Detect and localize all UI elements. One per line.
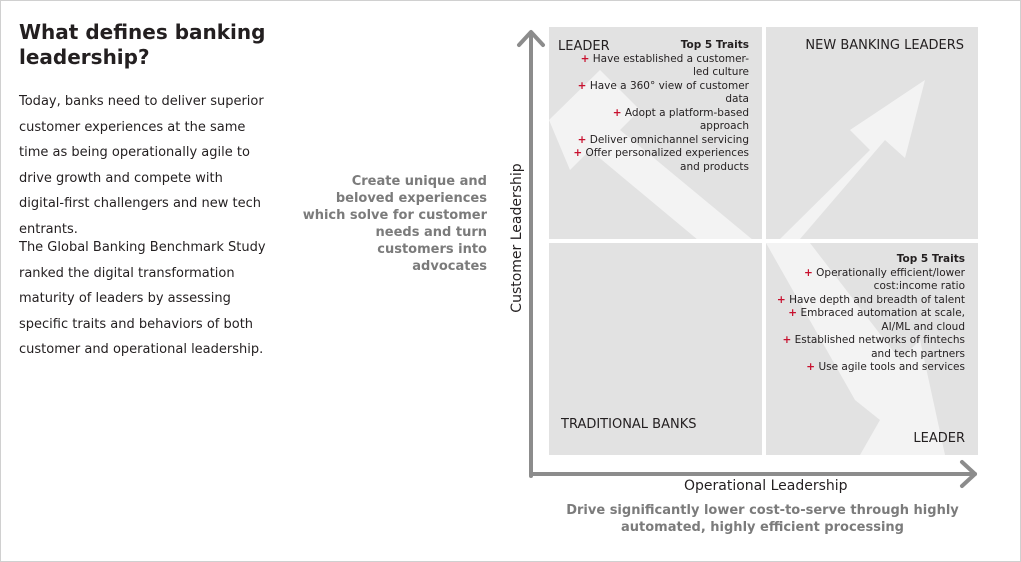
plus-icon: + — [782, 334, 792, 346]
axes — [517, 30, 977, 488]
intro-paragraph: Today, banks need to deliver superior cu… — [19, 94, 264, 237]
trait-item: + Established networks of fintechs and t… — [782, 334, 965, 360]
quadrant-bottom-left — [549, 243, 762, 455]
page-title: What defines banking leadership? — [19, 20, 266, 69]
plus-icon: + — [806, 361, 816, 373]
operational-leader-traits: Top 5 Traits + Operationally efficient/l… — [770, 253, 965, 375]
quadrant-label-new-banking-leaders: NEW BANKING LEADERS — [805, 38, 964, 53]
plus-icon: + — [577, 79, 587, 92]
study-paragraph: The Global Banking Benchmark Study ranke… — [19, 240, 266, 357]
plus-icon: + — [577, 133, 587, 146]
y-axis-arrowhead — [517, 30, 545, 47]
trait-item: + Operationally efficient/lower cost:inc… — [803, 266, 965, 293]
traits-heading: Top 5 Traits — [896, 253, 965, 265]
plus-icon: + — [612, 106, 622, 119]
y-axis-label: Customer Leadership — [509, 163, 525, 313]
plus-icon: + — [803, 266, 813, 279]
plus-icon: + — [573, 147, 583, 159]
trait-item: + Have established a customer-led cultur… — [580, 52, 749, 79]
plus-icon: + — [788, 307, 798, 319]
trait-item: + Embraced automation at scale, AI/ML an… — [788, 307, 965, 333]
customer-arrow-shape — [549, 70, 752, 239]
trait-item: + Use agile tools and services — [806, 361, 965, 373]
trait-item: + Adopt a platform-based approach — [612, 106, 749, 133]
trait-item: + Offer personalized experiences and pro… — [573, 147, 749, 173]
trait-item: + Deliver omnichannel servicing — [577, 133, 749, 146]
trait-item: + Have depth and breadth of talent — [776, 293, 965, 306]
customer-leadership-statement: Create unique and beloved experiences wh… — [302, 174, 487, 274]
trait-item: + Have a 360° view of customer data — [577, 79, 749, 106]
operational-leadership-statement: Drive significantly lower cost-to-serve … — [566, 503, 959, 535]
x-axis-arrowhead — [960, 460, 977, 488]
quadrant-label-leader-operational: LEADER — [913, 431, 965, 446]
plus-icon: + — [580, 52, 590, 65]
plus-icon: + — [776, 293, 786, 306]
operational-arrow-shape — [766, 243, 945, 455]
diagonal-arrow-shape — [780, 80, 925, 239]
customer-leader-traits: Top 5 Traits + Have established a custom… — [568, 39, 749, 174]
traits-heading: Top 5 Traits — [680, 39, 749, 51]
quadrant-label-leader-customer: LEADER — [558, 39, 610, 54]
quadrant-label-traditional-banks: TRADITIONAL BANKS — [561, 417, 697, 432]
x-axis-label: Operational Leadership — [684, 478, 848, 494]
